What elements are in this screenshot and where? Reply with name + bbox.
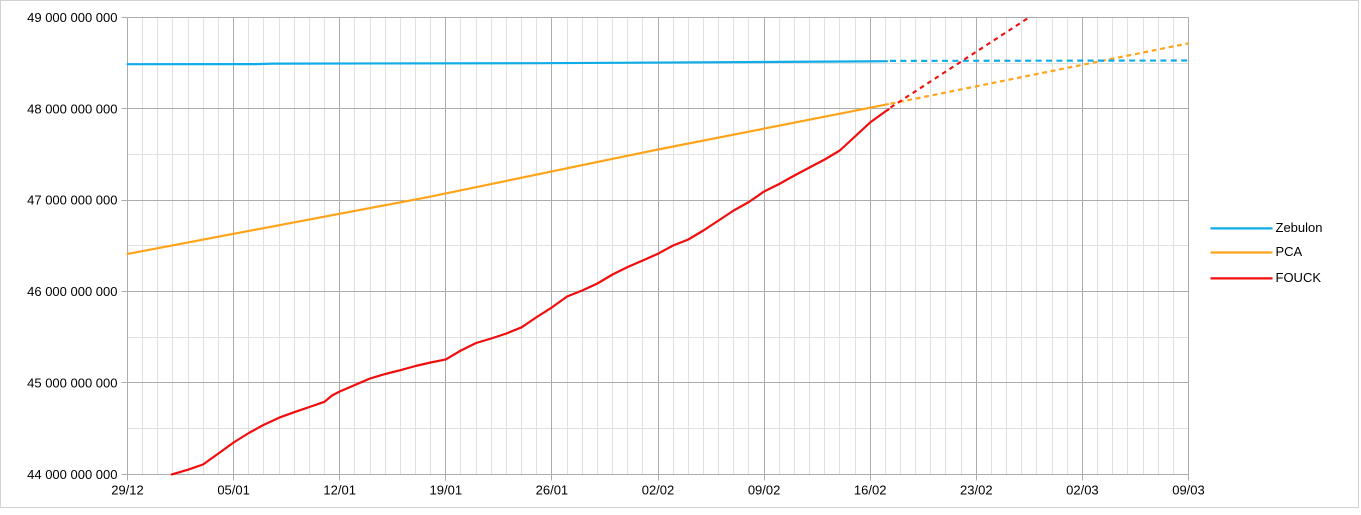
svg-text:26/01: 26/01 bbox=[536, 482, 569, 497]
svg-text:23/02: 23/02 bbox=[960, 482, 993, 497]
svg-text:19/01: 19/01 bbox=[430, 482, 463, 497]
svg-text:47 000 000 000: 47 000 000 000 bbox=[27, 193, 117, 208]
svg-text:12/01: 12/01 bbox=[323, 482, 356, 497]
svg-text:45 000 000 000: 45 000 000 000 bbox=[27, 375, 117, 390]
svg-text:02/02: 02/02 bbox=[642, 482, 675, 497]
svg-text:09/03: 09/03 bbox=[1172, 482, 1205, 497]
svg-text:44 000 000 000: 44 000 000 000 bbox=[27, 467, 117, 482]
svg-text:PCA: PCA bbox=[1276, 244, 1303, 259]
svg-text:46 000 000 000: 46 000 000 000 bbox=[27, 284, 117, 299]
svg-text:FOUCK: FOUCK bbox=[1276, 270, 1322, 285]
svg-text:02/03: 02/03 bbox=[1066, 482, 1099, 497]
svg-text:48 000 000 000: 48 000 000 000 bbox=[27, 101, 117, 116]
svg-text:09/02: 09/02 bbox=[748, 482, 781, 497]
svg-text:Zebulon: Zebulon bbox=[1276, 220, 1323, 235]
svg-text:29/12: 29/12 bbox=[111, 482, 144, 497]
svg-text:05/01: 05/01 bbox=[217, 482, 250, 497]
svg-text:49 000 000 000: 49 000 000 000 bbox=[27, 10, 117, 25]
svg-text:16/02: 16/02 bbox=[854, 482, 887, 497]
